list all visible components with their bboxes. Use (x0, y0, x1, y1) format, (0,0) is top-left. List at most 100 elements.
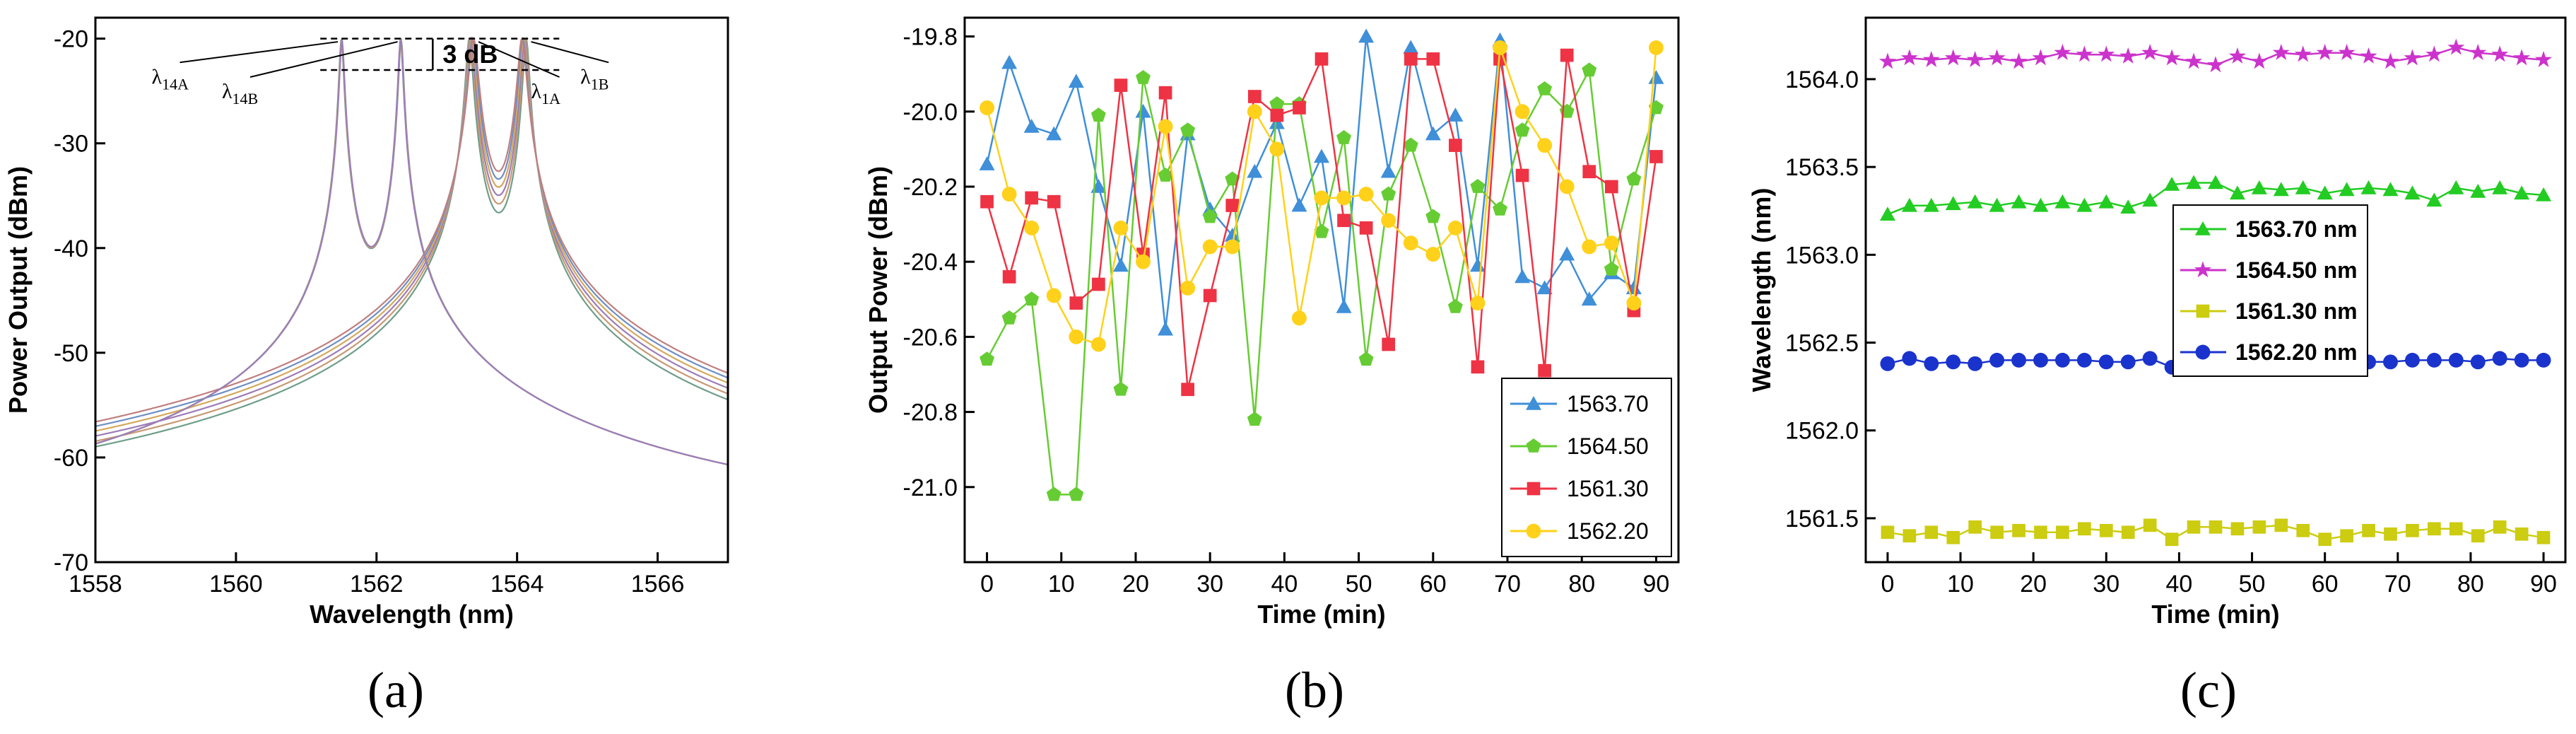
data-point (1092, 277, 1105, 291)
y-tick-label: -20.8 (903, 400, 958, 426)
data-point (1358, 28, 1375, 43)
data-point (1471, 360, 1485, 374)
data-point (1247, 90, 1261, 103)
data-point (980, 194, 994, 209)
data-point (1425, 126, 1441, 141)
data-point (1968, 356, 1983, 371)
legend-marker (1526, 523, 1541, 539)
data-point (1493, 40, 1507, 55)
data-point (1989, 352, 2005, 368)
data-point (1880, 356, 1895, 371)
data-point (1225, 199, 1240, 212)
data-point (1581, 291, 1597, 306)
data-point (1648, 100, 1664, 115)
x-tick-label: 40 (2166, 571, 2193, 598)
x-tick-label: 70 (1494, 571, 1521, 598)
data-point (1944, 49, 1962, 66)
series-line (986, 36, 1657, 330)
data-point (1967, 194, 1983, 209)
data-point (1380, 163, 1396, 178)
data-point (2185, 52, 2203, 69)
data-point (2076, 197, 2093, 212)
data-point (2098, 194, 2115, 209)
data-point (2428, 522, 2441, 536)
data-point (1924, 525, 1939, 540)
y-tick-label: 1563.5 (1785, 154, 1859, 181)
data-point (2383, 354, 2398, 370)
data-point (1560, 48, 1574, 62)
data-point (2492, 351, 2507, 366)
data-point (1470, 296, 1486, 311)
data-point (1069, 329, 1084, 344)
data-point (2010, 52, 2028, 69)
y-tick-label: -19.8 (903, 24, 958, 51)
data-point (1225, 239, 1240, 255)
data-point (1881, 525, 1895, 540)
data-point (2273, 182, 2289, 197)
data-point (2294, 45, 2312, 62)
legend: 1563.70 1564.50 1561.30 1562.20 (1501, 378, 1672, 557)
data-point (2229, 185, 2245, 200)
data-point (2536, 530, 2551, 544)
data-point (1359, 221, 1373, 235)
data-point (1902, 351, 1917, 366)
plot-frame (94, 16, 729, 564)
x-tick-label: 10 (1947, 571, 1974, 598)
spectrum-curve (95, 36, 729, 437)
x-tick-label: 1560 (209, 571, 263, 598)
y-tick-label: -70 (54, 549, 88, 576)
data-point (2165, 532, 2179, 547)
data-point (1604, 261, 1619, 276)
wavelength-label: λ14A (152, 65, 189, 93)
y-tick-label: 1563.0 (1785, 242, 1859, 269)
y-tick-label: -50 (54, 340, 88, 367)
data-point (2382, 52, 2399, 69)
data-point (1582, 239, 1597, 255)
data-point (1314, 223, 1329, 238)
axis-ticks: 0 10 20 30 40 50 60 70 80 90 -21.0 -20.8 -20.6 -20.4 -… (903, 24, 1670, 598)
legend-label: 1564.50 nm (2235, 257, 2358, 283)
data-point (1046, 126, 1062, 141)
legend-label: 1561.30 nm (2235, 298, 2358, 324)
data-point (2535, 50, 2553, 67)
data-point (1247, 104, 1262, 120)
data-point (2491, 45, 2509, 62)
label-arrow (180, 41, 339, 64)
annotations: 3 dB λ14A λ14B λ1A λ1B (152, 37, 609, 107)
legend-label: 1563.70 nm (2235, 216, 2358, 242)
data-point (1626, 296, 1642, 311)
data-point (1537, 81, 1553, 95)
data-point (2426, 192, 2442, 207)
y-tick-label: -20.4 (903, 249, 958, 276)
data-point (1113, 220, 1129, 235)
data-point (2470, 183, 2486, 198)
data-point (2011, 194, 2027, 209)
y-axis-title: Output Power (dBm) (864, 166, 893, 414)
data-point (1648, 40, 1664, 55)
x-axis-title: Wavelength (nm) (310, 600, 514, 629)
panel-label: (c) (2180, 662, 2237, 718)
data-point (1968, 520, 1982, 534)
data-point (1404, 52, 1418, 66)
x-tick-label: 20 (1122, 571, 1149, 598)
data-point (980, 100, 995, 115)
data-point (1358, 187, 1374, 202)
x-tick-label: 80 (2457, 571, 2484, 598)
data-point (1001, 310, 1017, 325)
data-point (1946, 530, 1960, 544)
data-point (1336, 298, 1352, 313)
data-point (1158, 119, 1173, 134)
x-tick-label: 10 (1048, 571, 1075, 598)
data-point (1381, 186, 1396, 201)
data-point (2143, 518, 2157, 532)
y-tick-label: -30 (54, 131, 88, 158)
data-point (2141, 44, 2159, 60)
legend-label: 1562.20 (1567, 518, 1649, 544)
data-point (1202, 239, 1218, 255)
data-point (1924, 356, 1939, 371)
data-point (1538, 363, 1551, 378)
data-point (1136, 69, 1151, 84)
data-point (2404, 49, 2421, 66)
data-point (2447, 38, 2465, 55)
data-point (1470, 178, 1486, 193)
